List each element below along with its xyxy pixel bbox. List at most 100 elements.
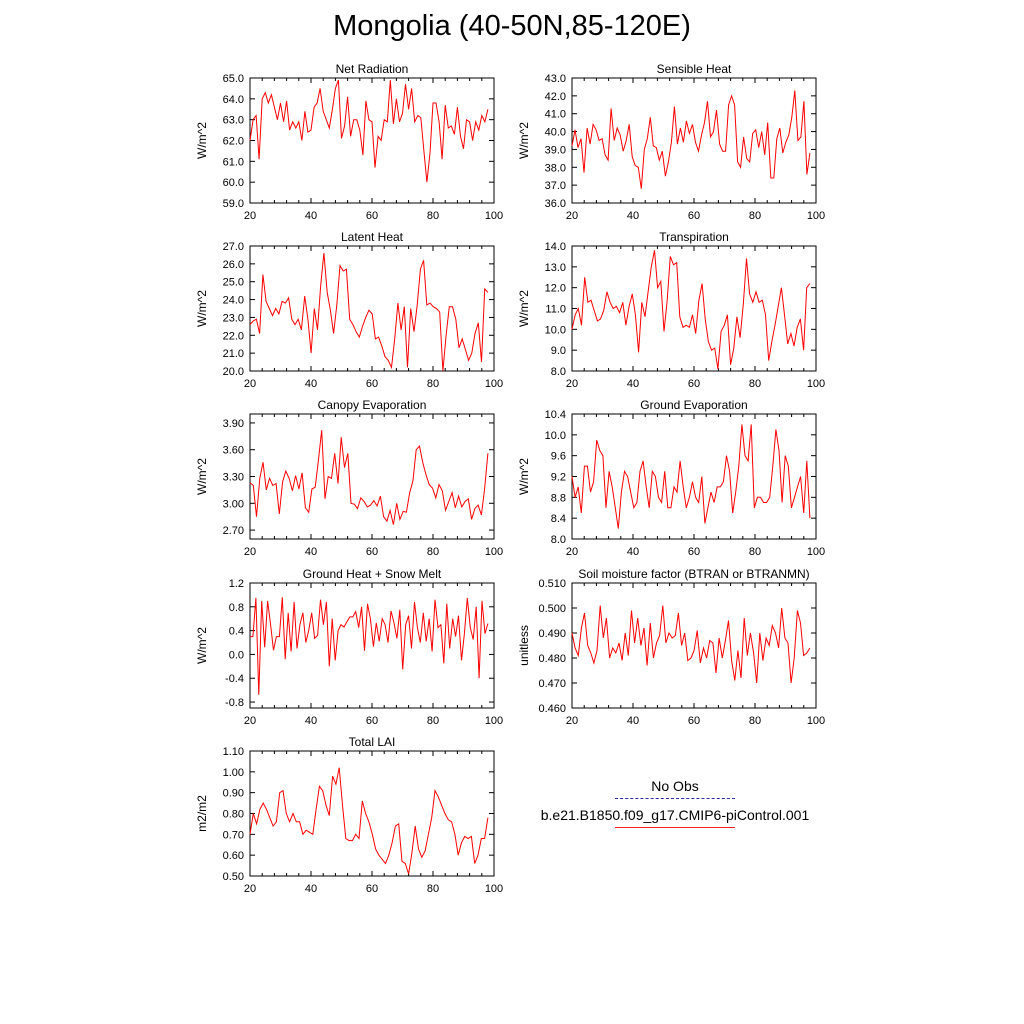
panel-5-series-line (249, 430, 489, 525)
panel-1-xtick-label-0: 20 (244, 210, 256, 222)
panel-7-series-line (250, 597, 489, 695)
legend-case-label: b.e21.B1850.f09_g17.CMIP6-piControl.001 (540, 807, 810, 823)
panel-9-title: Total LAI (349, 735, 396, 749)
panel-2-ytick-label-7: 43.0 (545, 73, 566, 85)
panel-4-xtick-label-4: 100 (807, 378, 825, 390)
panel-3-ytick-label-3: 23.0 (223, 312, 244, 324)
panel-7-xtick-label-4: 100 (485, 715, 503, 727)
panel-5-ytick-label-4: 3.90 (223, 418, 244, 430)
panel-8-ylabel: unitless (517, 625, 531, 666)
panel-6-ylabel: W/m^2 (517, 458, 531, 495)
panel-7-ytick-label-0: -0.8 (225, 697, 244, 709)
panel-6-xtick-label-2: 60 (688, 546, 700, 558)
panel-3-xtick-label-2: 60 (366, 378, 378, 390)
panel-4-ytick-label-3: 11.0 (545, 304, 566, 316)
panel-7-ytick-label-4: 0.8 (229, 602, 244, 614)
panel-2-series-line (571, 90, 811, 189)
panel-4-frame (571, 245, 817, 372)
panel-2-xtick-label-4: 100 (807, 210, 825, 222)
panel-2-ylabel: W/m^2 (517, 122, 531, 159)
panel-4-title: Transpiration (659, 230, 729, 244)
panel-3-ytick-label-2: 22.0 (223, 330, 244, 342)
panel-2-ytick-label-6: 42.0 (545, 91, 566, 103)
panel-9-ytick-label-3: 0.80 (223, 809, 244, 821)
panel-2-ytick-label-5: 41.0 (545, 109, 566, 121)
panel-1-series-line (249, 79, 489, 183)
panel-9-ytick-label-1: 0.60 (223, 850, 244, 862)
panel-1-xtick-label-4: 100 (485, 210, 503, 222)
panel-8-title: Soil moisture factor (BTRAN or BTRANMN) (578, 567, 809, 581)
panel-6-xtick-label-0: 20 (566, 546, 578, 558)
panel-8-xtick-label-0: 20 (566, 715, 578, 727)
panel-1-ytick-label-0: 59.0 (223, 198, 244, 210)
panel-5-xtick-label-4: 100 (485, 546, 503, 558)
panel-1-xtick-label-3: 80 (427, 210, 439, 222)
panel-3-ytick-label-7: 27.0 (223, 241, 244, 253)
panel-4-xtick-label-0: 20 (566, 378, 578, 390)
panel-5-ytick-label-0: 2.70 (223, 525, 244, 537)
panel-4-ytick-label-1: 9.0 (551, 345, 566, 357)
panel-7-ylabel: W/m^2 (195, 627, 209, 664)
panel-7-frame (249, 582, 495, 709)
panel-7-ytick-label-5: 1.2 (229, 578, 244, 590)
panel-6-title: Ground Evaporation (640, 398, 747, 412)
panel-3-ytick-label-0: 20.0 (223, 366, 244, 378)
panel-8-xtick-label-2: 60 (688, 715, 700, 727)
panel-3-xtick-label-4: 100 (485, 378, 503, 390)
panel-7-xtick-label-0: 20 (244, 715, 256, 727)
panel-9-xtick-label-2: 60 (366, 883, 378, 895)
panel-2-frame (571, 77, 817, 204)
panel-7-ytick-label-2: 0.0 (229, 649, 244, 661)
legend-obs-label: No Obs (651, 778, 699, 794)
legend: No Obs b.e21.B1850.f09_g17.CMIP6-piContr… (520, 778, 830, 836)
panel-9-xtick-label-0: 20 (244, 883, 256, 895)
panel-1-xtick-label-2: 60 (366, 210, 378, 222)
panel-2-ytick-label-0: 36.0 (545, 198, 566, 210)
panel-9-ytick-label-6: 1.10 (223, 746, 244, 758)
panel-4-ylabel: W/m^2 (517, 290, 531, 327)
panel-8-xtick-label-1: 40 (627, 715, 639, 727)
panel-8-xtick-label-3: 80 (749, 715, 761, 727)
panel-1-ytick-label-3: 62.0 (223, 136, 244, 148)
panel-4-xtick-label-1: 40 (627, 378, 639, 390)
panel-7-ytick-label-3: 0.4 (229, 626, 244, 638)
panel-3-series-line (249, 253, 489, 372)
panel-3-xtick-label-0: 20 (244, 378, 256, 390)
panel-1-ytick-label-1: 60.0 (223, 177, 244, 189)
panel-3-frame (249, 245, 495, 372)
panel-2-ytick-label-3: 39.0 (545, 144, 566, 156)
panel-8-ytick-label-5: 0.510 (538, 578, 566, 590)
panel-3-ytick-label-5: 25.0 (223, 277, 244, 289)
panel-8-xtick-label-4: 100 (807, 715, 825, 727)
panel-4-ytick-label-4: 12.0 (545, 283, 566, 295)
panel-2-xtick-label-0: 20 (566, 210, 578, 222)
panel-2-ytick-label-1: 37.0 (545, 180, 566, 192)
panel-6-xtick-label-1: 40 (627, 546, 639, 558)
panel-2-title: Sensible Heat (657, 62, 732, 76)
panel-5-xtick-label-2: 60 (366, 546, 378, 558)
panel-5-ylabel: W/m^2 (195, 458, 209, 495)
panel-9-ylabel: m2/m2 (195, 795, 209, 832)
panel-6-xtick-label-3: 80 (749, 546, 761, 558)
panel-6-ytick-label-5: 10.0 (545, 430, 566, 442)
panel-7-ytick-label-1: -0.4 (225, 673, 244, 685)
panel-2-xtick-label-3: 80 (749, 210, 761, 222)
panel-1-ytick-label-6: 65.0 (223, 73, 244, 85)
panel-9-ytick-label-0: 0.50 (223, 871, 244, 883)
legend-case-line (615, 827, 735, 828)
panel-9-ytick-label-5: 1.00 (223, 767, 244, 779)
legend-obs-line (615, 798, 735, 799)
panel-5-xtick-label-3: 80 (427, 546, 439, 558)
panel-3-xtick-label-1: 40 (305, 378, 317, 390)
panel-8-series-line (571, 605, 811, 684)
panel-7-xtick-label-1: 40 (305, 715, 317, 727)
panel-6-ytick-label-1: 8.4 (551, 513, 566, 525)
panel-2-xtick-label-2: 60 (688, 210, 700, 222)
panel-2-xtick-label-1: 40 (627, 210, 639, 222)
panel-9-xtick-label-3: 80 (427, 883, 439, 895)
panel-2-ytick-label-4: 40.0 (545, 127, 566, 139)
panel-8-ytick-label-3: 0.490 (538, 628, 566, 640)
panel-9-ytick-label-2: 0.70 (223, 829, 244, 841)
panel-5-ytick-label-1: 3.00 (223, 498, 244, 510)
